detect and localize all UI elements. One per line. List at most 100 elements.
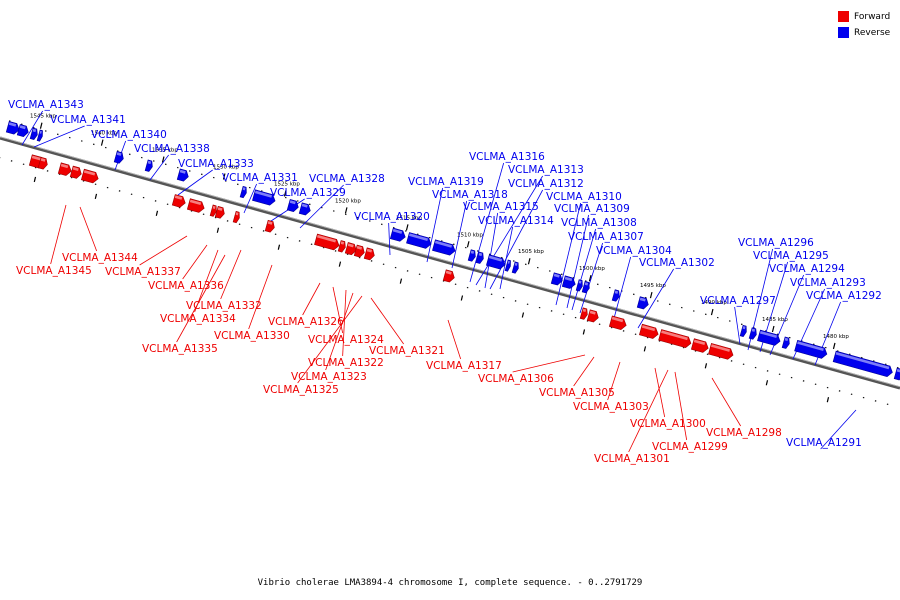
legend-item-reverse: Reverse bbox=[838, 25, 900, 40]
reverse-gene bbox=[406, 232, 432, 249]
tick-mark bbox=[100, 139, 104, 146]
gene-shine bbox=[589, 310, 596, 315]
gene-label: VCLMA_A1345 bbox=[16, 265, 92, 277]
forward-gene bbox=[264, 219, 275, 233]
gene-label: VCLMA_A1312 bbox=[508, 178, 584, 190]
gene-label: VCLMA_A1329 bbox=[270, 187, 346, 199]
gene-shine bbox=[553, 273, 560, 278]
gene-label: VCLMA_A1305 bbox=[539, 387, 615, 399]
gene-shine bbox=[83, 170, 96, 176]
forward-gene bbox=[186, 198, 205, 213]
tick-label: 1530 kbp bbox=[213, 165, 239, 171]
gene-label: VCLMA_A1306 bbox=[478, 373, 554, 385]
forward-gene bbox=[442, 269, 455, 283]
gene-shine bbox=[31, 155, 42, 161]
leader-line bbox=[475, 175, 543, 286]
tick-mark bbox=[405, 224, 409, 231]
tick-label: 1480 kbp bbox=[823, 334, 849, 340]
leader-line bbox=[50, 204, 67, 265]
gene-shine bbox=[488, 255, 503, 262]
gene-features bbox=[5, 121, 900, 381]
gene-label: VCLMA_A1292 bbox=[806, 290, 882, 302]
reverse-gene bbox=[636, 296, 649, 310]
tick-mark-lower bbox=[338, 261, 342, 267]
reverse-gene bbox=[176, 168, 189, 182]
gene-label: VCLMA_A1320 bbox=[354, 211, 430, 223]
forward-gene bbox=[80, 168, 99, 184]
gene-shine bbox=[366, 248, 373, 253]
gene-label: VCLMA_A1295 bbox=[753, 250, 829, 262]
gene-label: VCLMA_A1318 bbox=[432, 189, 508, 201]
tick-mark bbox=[344, 207, 348, 214]
forward-gene bbox=[363, 247, 375, 261]
leader-line bbox=[302, 282, 321, 316]
tick-label: 1490 kbp bbox=[701, 300, 727, 306]
reverse-gene bbox=[581, 280, 590, 294]
tick-label: 1525 kbp bbox=[274, 181, 300, 187]
gene-body bbox=[893, 367, 900, 381]
gene-shine bbox=[445, 270, 452, 275]
gene-shine bbox=[797, 341, 824, 351]
gene-label: VCLMA_A1299 bbox=[652, 441, 728, 453]
tick-mark bbox=[466, 241, 470, 248]
tick-mark-lower bbox=[94, 193, 98, 200]
reverse-gene bbox=[389, 227, 406, 242]
leader-line bbox=[499, 226, 514, 290]
gene-labels: VCLMA_A1343 VCLMA_A1341 VCLMA_A1340 VCLMA_A… bbox=[8, 99, 882, 465]
gene-label: VCLMA_A1336 bbox=[148, 280, 224, 292]
tick-mark-lower bbox=[765, 380, 769, 386]
gene-label: VCLMA_A1319 bbox=[408, 176, 484, 188]
forward-swatch bbox=[838, 11, 849, 22]
legend-label-forward: Forward bbox=[854, 11, 891, 22]
leader-line bbox=[628, 369, 669, 453]
gene-label: VCLMA_A1302 bbox=[639, 257, 715, 269]
leader-line bbox=[139, 235, 188, 266]
gene-label: VCLMA_A1333 bbox=[178, 158, 254, 170]
gene-label: VCLMA_A1340 bbox=[91, 129, 167, 141]
gene-shine bbox=[693, 339, 706, 346]
scale-ticks: 1545 kbp 1540 kbp 1535 kbp 1530 kbp 1525 kbp… bbox=[30, 114, 849, 403]
tick-label: 1500 kbp bbox=[579, 266, 605, 272]
gene-shine bbox=[507, 260, 510, 264]
gene-shine bbox=[72, 166, 79, 171]
forward-gene bbox=[638, 323, 659, 339]
forward-gene bbox=[57, 162, 72, 176]
caption: Vibrio cholerae LMA3894-4 chromosome I, … bbox=[257, 578, 643, 588]
gene-label: VCLMA_A1337 bbox=[105, 266, 181, 278]
tick-mark-lower bbox=[643, 346, 647, 352]
gene-label: VCLMA_A1334 bbox=[160, 313, 236, 325]
leader-line bbox=[489, 189, 544, 290]
legend: Forward Reverse bbox=[838, 9, 900, 41]
gene-shine bbox=[582, 308, 587, 312]
leader-line bbox=[248, 264, 273, 330]
leader-line bbox=[388, 222, 391, 256]
gene-shine bbox=[434, 240, 453, 248]
gene-label: VCLMA_A1341 bbox=[50, 114, 126, 126]
gene-shine bbox=[784, 337, 789, 342]
tick-mark bbox=[710, 308, 714, 316]
legend-item-forward: Forward bbox=[838, 9, 900, 24]
gene-label: VCLMA_A1294 bbox=[769, 263, 845, 275]
legend-label-reverse: Reverse bbox=[854, 27, 891, 38]
reverse-gene bbox=[252, 189, 276, 206]
gene-shine bbox=[242, 187, 246, 191]
gene-shine bbox=[267, 221, 273, 225]
reverse-gene bbox=[475, 251, 484, 264]
leader-line bbox=[297, 295, 363, 384]
leader-line bbox=[332, 286, 344, 334]
gene-label: VCLMA_A1332 bbox=[186, 300, 262, 312]
reverse-gene bbox=[298, 202, 311, 216]
leader-line bbox=[342, 289, 347, 357]
gene-shine bbox=[392, 228, 403, 234]
gene-label: VCLMA_A1309 bbox=[554, 203, 630, 215]
gene-label: VCLMA_A1330 bbox=[214, 330, 290, 342]
gene-label: VCLMA_A1316 bbox=[469, 151, 545, 163]
leader-line bbox=[566, 214, 590, 309]
gene-label: VCLMA_A1325 bbox=[263, 384, 339, 396]
gene-label: VCLMA_A1291 bbox=[786, 437, 862, 449]
gene-shine bbox=[116, 152, 122, 156]
leader-line bbox=[21, 110, 43, 146]
forward-gene bbox=[37, 156, 48, 170]
gene-label: VCLMA_A1314 bbox=[478, 215, 554, 227]
gene-shine bbox=[254, 190, 273, 198]
